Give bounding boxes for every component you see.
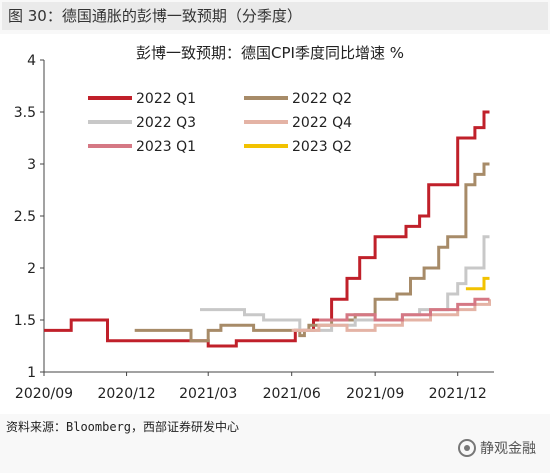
y-tick-label: 3.5: [14, 105, 36, 121]
wechat-logo-icon: [458, 439, 476, 457]
series-lines: [44, 110, 491, 348]
y-tick-label: 3: [27, 157, 36, 173]
y-axis: 1 1.5 2 2.5 3 3.5 4: [14, 53, 45, 381]
y-tick-label: 2: [27, 261, 36, 277]
source-note: 资料来源：Bloomberg，西部证券研发中心: [6, 420, 240, 434]
watermark: 静观金融: [458, 438, 536, 458]
legend-label: 2022 Q1: [136, 91, 196, 107]
legend: 2022 Q1 2022 Q2 2022 Q3 2022 Q4 2023 Q1 2023 …: [88, 91, 352, 155]
legend-label: 2022 Q2: [292, 91, 352, 107]
chart-title: 彭博一致预期：德国CPI季度同比增速 %: [136, 44, 404, 62]
y-tick-label: 4: [27, 53, 36, 69]
x-tick-label: 2020/09: [15, 386, 73, 402]
y-tick-label: 1.5: [14, 313, 36, 329]
watermark-text: 静观金融: [480, 441, 536, 457]
x-axis: 2020/09 2020/12 2021/03 2021/06 2021/09 2021/…: [15, 371, 494, 402]
y-tick-label: 2.5: [14, 209, 36, 225]
x-tick-label: 2021/09: [346, 386, 404, 402]
series-line-3: [200, 235, 490, 332]
x-tick-label: 2021/03: [179, 386, 237, 402]
legend-label: 2022 Q3: [136, 115, 196, 131]
legend-label: 2023 Q1: [136, 139, 196, 155]
x-tick-label: 2021/12: [429, 386, 487, 402]
series-line-6: [465, 276, 490, 291]
legend-label: 2022 Q4: [292, 115, 352, 131]
legend-label: 2023 Q2: [292, 139, 352, 155]
x-tick-label: 2020/12: [97, 386, 155, 402]
y-tick-label: 1: [27, 365, 36, 381]
chart-panel: 彭博一致预期：德国CPI季度同比增速 % 2022 Q1 2022 Q2 2022 …: [0, 34, 550, 414]
x-tick-label: 2021/06: [263, 386, 321, 402]
series-line-1: [44, 110, 490, 348]
figure-title: 图 30：德国通胀的彭博一致预期（分季度）: [2, 2, 548, 30]
series-line-5: [318, 297, 490, 322]
cpi-expectation-chart: 彭博一致预期：德国CPI季度同比增速 % 2022 Q1 2022 Q22022 …: [14, 44, 494, 402]
